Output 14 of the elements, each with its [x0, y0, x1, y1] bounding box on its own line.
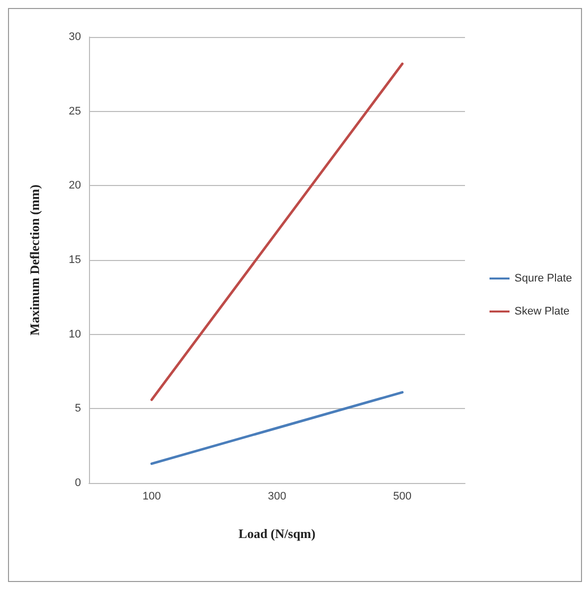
legend-label: Skew Plate	[514, 306, 570, 318]
x-tick-label: 500	[393, 490, 412, 502]
y-axis-title: Maximum Deflection (mm)	[27, 184, 42, 336]
x-axis-title: Load (N/sqm)	[238, 526, 316, 541]
x-tick-label: 100	[142, 490, 161, 502]
y-tick-label: 5	[74, 402, 81, 415]
legend-label: Squre Plate	[514, 272, 572, 284]
y-tick-label: 15	[68, 254, 81, 266]
y-tick-label: 25	[68, 105, 81, 118]
y-tick-label: 30	[68, 31, 81, 43]
y-tick-label: 10	[68, 328, 81, 340]
x-tick-label: 300	[268, 490, 286, 502]
y-tick-label: 20	[68, 180, 81, 192]
y-tick-label: 0	[74, 477, 81, 489]
